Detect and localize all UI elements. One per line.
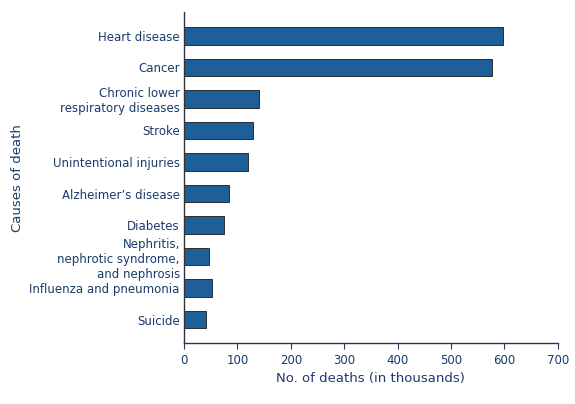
Bar <box>184 122 253 139</box>
Bar <box>184 185 229 202</box>
Bar <box>184 311 206 328</box>
X-axis label: No. of deaths (in thousands): No. of deaths (in thousands) <box>277 372 465 385</box>
Bar <box>184 27 503 44</box>
Bar <box>184 280 212 297</box>
Bar <box>184 59 492 76</box>
Bar <box>184 217 224 234</box>
Y-axis label: Causes of death: Causes of death <box>11 124 24 232</box>
Bar <box>184 90 259 107</box>
Bar <box>184 154 248 170</box>
Bar <box>184 248 209 265</box>
